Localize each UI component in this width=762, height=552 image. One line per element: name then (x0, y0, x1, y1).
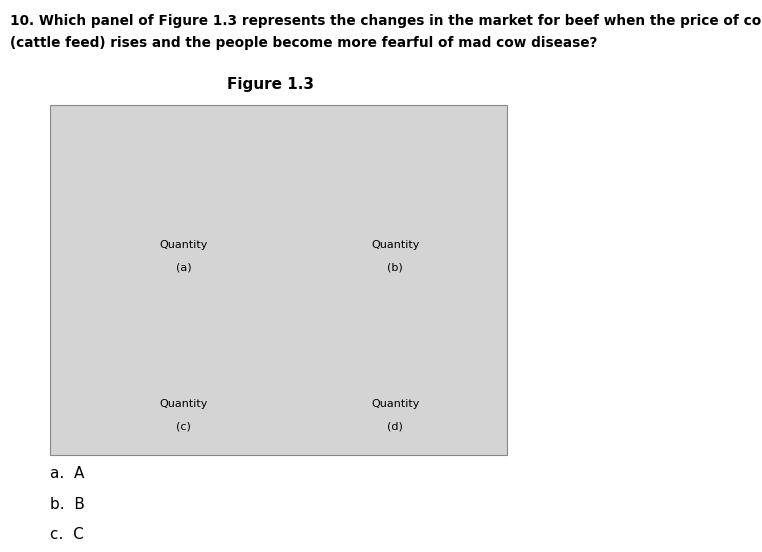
Text: Quantity: Quantity (160, 241, 208, 251)
Text: (d): (d) (387, 421, 403, 431)
Text: $D_0$: $D_0$ (469, 217, 482, 231)
Text: $D_0$: $D_0$ (117, 289, 132, 302)
Y-axis label: Price per Unit: Price per Unit (72, 302, 81, 364)
Text: $D_0$: $D_0$ (469, 376, 482, 390)
Y-axis label: Price per Unit: Price per Unit (283, 144, 293, 205)
Text: Figure 1.3: Figure 1.3 (227, 77, 314, 92)
Text: (b): (b) (387, 263, 403, 273)
Y-axis label: Price per Unit: Price per Unit (72, 144, 81, 205)
Text: $D_0$: $D_0$ (117, 130, 132, 144)
Text: $D_1$: $D_1$ (301, 217, 315, 231)
Text: $S_1$: $S_1$ (383, 267, 395, 281)
Text: $S_0$: $S_0$ (427, 108, 440, 122)
Text: (cattle feed) rises and the people become more fearful of mad cow disease?: (cattle feed) rises and the people becom… (10, 36, 597, 50)
Text: 10. Which panel of Figure 1.3 represents the changes in the market for beef when: 10. Which panel of Figure 1.3 represents… (10, 14, 762, 28)
Text: Quantity: Quantity (371, 399, 419, 409)
Text: (c): (c) (176, 421, 191, 431)
Text: $D_1$: $D_1$ (285, 289, 299, 302)
Text: $S_0$: $S_0$ (216, 108, 228, 122)
Text: (a): (a) (176, 263, 192, 273)
Text: $D_1$: $D_1$ (301, 376, 315, 390)
Text: $S_0$: $S_0$ (441, 289, 454, 303)
Text: $S_1$: $S_1$ (171, 267, 184, 281)
Text: c.  C: c. C (50, 527, 83, 542)
Text: $S_0$: $S_0$ (230, 289, 242, 303)
Y-axis label: Price per Unit: Price per Unit (283, 302, 293, 364)
Text: Quantity: Quantity (371, 241, 419, 251)
Text: $S_1$: $S_1$ (274, 131, 287, 145)
Text: Quantity: Quantity (160, 399, 208, 409)
Text: $D_1$: $D_1$ (285, 130, 299, 144)
Text: a.  A: a. A (50, 466, 84, 481)
Text: b.  B: b. B (50, 497, 85, 512)
Text: $S_1$: $S_1$ (485, 131, 498, 145)
